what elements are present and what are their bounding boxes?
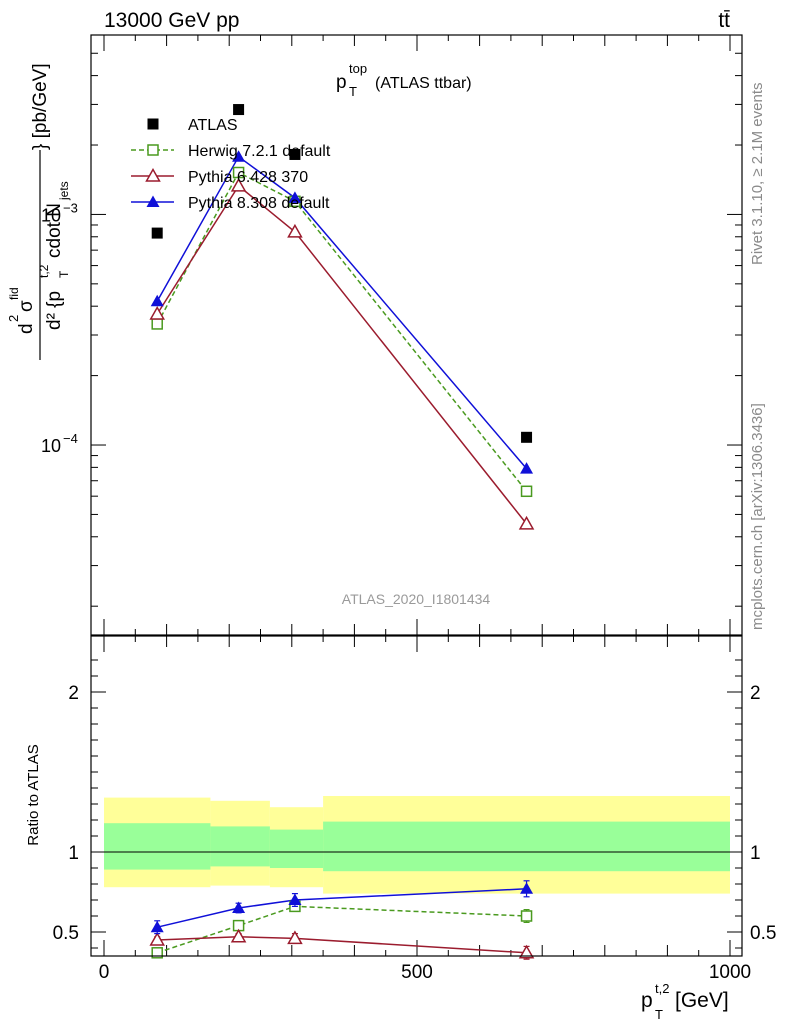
title-sup: top [349, 61, 367, 76]
xlabel-sup: t,2 [655, 981, 669, 996]
data-point-0 [151, 227, 163, 239]
data-point-1 [232, 166, 245, 179]
main-plot: 10−410−310−2 [41, 34, 742, 635]
ratio-point-0 [520, 910, 533, 922]
data-point-3 [150, 294, 164, 307]
legend-label: ATLAS [188, 117, 238, 134]
xlabel-p: p [641, 989, 653, 1012]
ratio-plot-frame [90, 635, 743, 957]
xlabel-sub: T [655, 1007, 663, 1022]
ylabel-jets: jets [57, 181, 71, 201]
ylabel-t2: t,2 [37, 264, 51, 278]
ylabel-cdot: cdot N [44, 203, 65, 258]
x-tick-label: 0 [99, 962, 110, 983]
series-line-3 [156, 155, 528, 470]
legend: ATLAS Herwig 7.2.1 default Pythia 6.428 37… [131, 117, 331, 212]
main-plot-frame [90, 34, 743, 636]
ylabel-d2: d² {p [44, 291, 65, 330]
ylabel-fid: fid [7, 287, 21, 300]
y-tick-exponent: −4 [63, 431, 78, 446]
ratio-y-tick-label: 0.5 [53, 923, 79, 944]
legend-marker [147, 118, 159, 130]
data-point-3 [288, 191, 302, 203]
data-point-0 [289, 148, 301, 160]
ratio-line-1 [157, 936, 527, 954]
plot-title: p top T (ATLAS ttbar) [336, 61, 472, 99]
ratio-y-tick-label-right: 0.5 [750, 923, 776, 944]
x-axis-label: p t,2 T [GeV] [641, 981, 729, 1022]
y-tick-label: 10 [41, 436, 61, 456]
data-point-2 [230, 177, 247, 192]
legend-marker [145, 167, 161, 182]
ratio-plot: 0.5 0.5 1 1 2 2 0 500 1000 [53, 636, 776, 983]
ratio-point-1 [518, 944, 535, 959]
analysis-label: ATLAS_2020_I1801434 [342, 591, 491, 607]
legend-marker [146, 195, 160, 207]
ylabel-d-numerator: d [16, 323, 37, 334]
ratio-point-0 [151, 947, 163, 959]
energy-label: 13000 GeV pp [104, 9, 239, 32]
title-rest: (ATLAS ttbar) [375, 75, 472, 92]
xlabel-rest: [GeV] [675, 989, 729, 1012]
data-point-0 [233, 104, 245, 116]
ratio-point-2 [150, 920, 164, 933]
uncertainty-band-inner [104, 823, 211, 870]
ratio-point-1 [149, 931, 165, 946]
x-tick-label: 1000 [709, 962, 751, 983]
title-sub: T [349, 84, 357, 99]
ratio-point-2 [288, 893, 302, 905]
ratio-point-1 [230, 928, 247, 943]
legend-marker [147, 144, 159, 156]
legend-label: Pythia 6.428 370 [188, 169, 308, 186]
data-point-2 [149, 305, 165, 320]
series-line-2 [156, 184, 528, 525]
ratio-line-0 [156, 905, 527, 954]
data-point-0 [521, 431, 533, 443]
series-line-1 [156, 171, 528, 492]
data-point-3 [232, 150, 246, 162]
ratio-point-1 [287, 930, 303, 945]
rivet-label: Rivet 3.1.10, ≥ 2.1M events [749, 83, 766, 266]
uncertainty-band-inner [210, 826, 270, 867]
main-y-label: d 2 σ fid d² {p t,2 T cdot N jets } [pb/… [6, 63, 71, 360]
ylabel-T: T [57, 270, 71, 278]
legend-label: Herwig 7.2.1 default [188, 143, 331, 160]
ratio-y-tick-label-right: 2 [750, 683, 761, 704]
ylabel-units: } [pb/GeV] [30, 63, 51, 150]
ratio-line-2 [157, 888, 527, 928]
data-point-2 [518, 515, 535, 530]
mcplots-label: mcplots.cern.ch [arXiv:1306.3436] [749, 403, 766, 630]
ratio-point-2 [232, 901, 246, 913]
data-point-1 [151, 318, 163, 330]
ylabel-sigma: σ [16, 300, 37, 312]
ratio-y-tick-label: 1 [68, 843, 79, 864]
ratio-y-label: Ratio to ATLAS [25, 744, 42, 845]
uncertainty-band-inner [323, 821, 730, 872]
x-tick-label: 500 [401, 962, 433, 983]
ratio-y-tick-label-right: 1 [750, 843, 761, 864]
ylabel-exp: 2 [6, 315, 21, 322]
y-tick-label: 10 [41, 205, 61, 225]
title-p: p [336, 72, 347, 93]
uncertainty-band-inner [269, 829, 324, 868]
data-point-3 [520, 462, 534, 474]
legend-label: Pythia 8.308 default [188, 195, 330, 212]
y-tick-exponent: −3 [63, 200, 78, 215]
ratio-y-tick-label: 2 [68, 683, 79, 704]
data-point-1 [520, 485, 533, 498]
process-label: tt̄ [718, 9, 730, 32]
ratio-point-2 [520, 882, 534, 894]
data-point-2 [287, 223, 303, 238]
